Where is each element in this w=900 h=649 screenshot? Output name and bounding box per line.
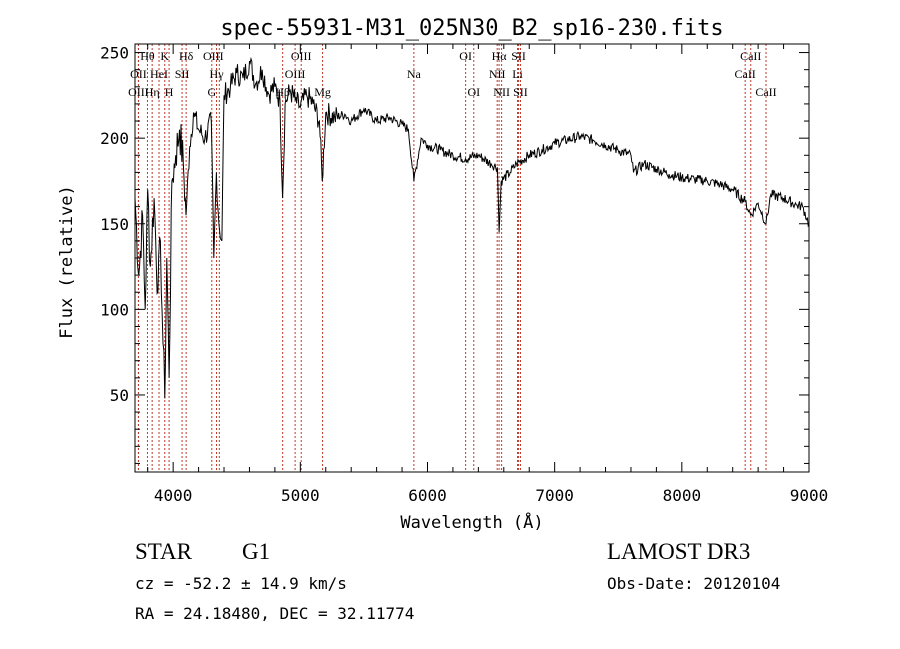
line-label-26: CaII	[734, 67, 755, 81]
y-axis-label: Flux (relative)	[57, 185, 77, 339]
line-label-0: Hθ	[140, 49, 155, 63]
y-tick-label: 50	[110, 386, 129, 405]
x-tick-label: 9000	[790, 486, 829, 505]
y-tick-label: 200	[100, 129, 129, 148]
x-tick-label: 7000	[535, 486, 574, 505]
observation-date: Obs-Date: 20120104	[607, 574, 781, 593]
object-class: STAR	[135, 539, 192, 564]
line-label-6: OIII	[128, 85, 149, 99]
line-label-15: Mg	[314, 85, 331, 99]
line-label-27: CaII	[755, 85, 776, 99]
line-label-7: Hη	[145, 85, 160, 99]
line-label-24: SII	[513, 85, 528, 99]
line-label-2: Hδ	[179, 49, 194, 63]
redshift-velocity: cz = -52.2 ± 14.9 km/s	[135, 574, 347, 593]
line-label-5: SII	[175, 67, 190, 81]
line-label-25: CaII	[740, 49, 761, 63]
y-tick-label: 100	[100, 300, 129, 319]
chart-title: spec-55931-M31_025N30_B2_sp16-230.fits	[220, 16, 723, 41]
survey-name: LAMOST DR3	[607, 539, 751, 564]
x-axis-label: Wavelength (Å)	[400, 511, 543, 533]
y-tick-label: 250	[100, 44, 129, 63]
line-label-13: OIII	[285, 67, 306, 81]
y-tick-label: 150	[100, 215, 129, 234]
object-subclass: G1	[242, 539, 271, 564]
line-label-19: Hα	[492, 49, 508, 63]
line-label-8: H	[165, 85, 174, 99]
x-axis-ticks: 4000 5000 6000 7000 8000 9000	[147, 44, 829, 505]
line-label-22: Li	[512, 67, 523, 81]
line-label-16: Na	[407, 67, 422, 81]
line-label-17: OI	[459, 49, 472, 63]
line-label-9: OIII	[203, 49, 224, 63]
line-label-23: NII	[493, 85, 510, 99]
line-label-18: OI	[467, 85, 480, 99]
line-label-11: G	[207, 85, 216, 99]
x-tick-label: 4000	[154, 486, 193, 505]
line-label-1: K	[160, 49, 169, 63]
line-label-12: OIII	[291, 49, 312, 63]
line-label-10: Hγ	[210, 67, 225, 81]
spectral-line-markers	[137, 44, 767, 472]
x-tick-label: 6000	[408, 486, 447, 505]
y-axis-ticks: 50 100 150 200 250	[100, 44, 809, 464]
line-label-4: HeI	[150, 67, 168, 81]
line-label-3: OII	[130, 67, 147, 81]
x-tick-label: 8000	[663, 486, 702, 505]
x-tick-label: 5000	[281, 486, 320, 505]
plot-frame	[134, 43, 810, 473]
flux-spectrum-line	[134, 56, 810, 399]
line-label-20: SII	[511, 49, 526, 63]
sky-coordinates: RA = 24.18480, DEC = 32.11774	[135, 604, 415, 623]
line-label-21: NII	[489, 67, 506, 81]
